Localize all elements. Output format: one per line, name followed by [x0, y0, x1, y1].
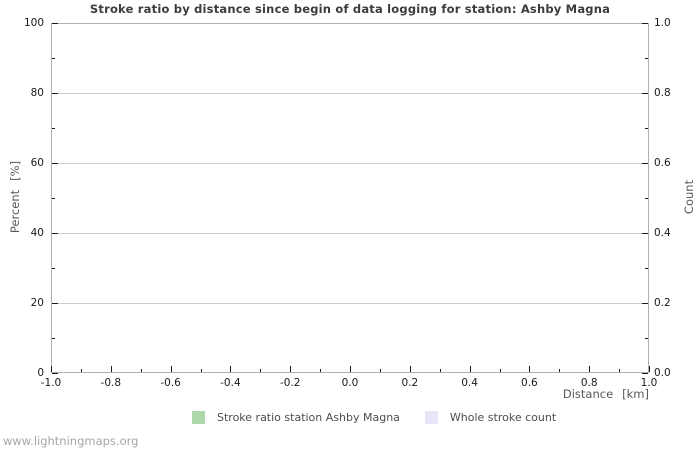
x-major-tick	[290, 366, 292, 372]
x-minor-tick	[619, 369, 621, 372]
x-tick-label: -1.0	[40, 377, 62, 389]
x-tick-label: -0.8	[100, 377, 122, 389]
right-axis-title-text: Count	[682, 179, 696, 215]
legend-label-whole-stroke-count: Whole stroke count	[449, 411, 557, 424]
watermark-link[interactable]: www.lightningmaps.org	[3, 434, 139, 448]
x-tick-label: 0.6	[521, 377, 538, 389]
x-minor-tick	[439, 369, 441, 372]
x-major-tick	[529, 366, 531, 372]
right-minor-tick	[645, 198, 648, 199]
left-tick-label: 0	[37, 367, 44, 379]
x-tick-label: 0.8	[580, 377, 598, 389]
right-major-tick	[642, 373, 648, 374]
left-minor-tick	[52, 58, 55, 59]
left-minor-tick	[52, 128, 55, 129]
left-major-tick	[52, 93, 58, 94]
left-tick-label: 80	[30, 87, 44, 99]
legend-item-whole-stroke-count: Whole stroke count	[424, 411, 557, 424]
legend-swatch-stroke-ratio	[192, 411, 205, 424]
x-minor-tick	[200, 369, 202, 372]
legend-swatch-whole-stroke-count	[424, 411, 438, 424]
x-tick-label: -0.4	[220, 377, 241, 389]
right-major-tick	[642, 233, 648, 234]
x-minor-tick	[559, 369, 561, 372]
x-minor-tick	[379, 369, 381, 372]
right-tick-label: 1.0	[654, 17, 671, 29]
right-minor-tick	[645, 58, 648, 59]
chart-title: Stroke ratio by distance since begin of …	[89, 2, 611, 16]
right-tick-label: 0.6	[654, 157, 671, 169]
left-major-tick	[52, 23, 58, 24]
x-major-tick	[409, 366, 411, 372]
x-minor-tick	[140, 369, 142, 372]
right-tick-label: 0.0	[654, 367, 671, 379]
x-minor-tick	[260, 369, 262, 372]
x-axis-title-unit: [km]	[622, 387, 649, 401]
right-axis-title: Count	[682, 117, 696, 277]
left-minor-tick	[52, 338, 55, 339]
right-major-tick	[642, 93, 648, 94]
x-tick-label: -0.2	[279, 377, 301, 389]
right-minor-tick	[645, 338, 648, 339]
x-tick-label: 0.2	[401, 377, 419, 389]
x-minor-tick	[320, 369, 322, 372]
legend-item-stroke-ratio: Stroke ratio station Ashby Magna	[192, 411, 400, 424]
left-major-tick	[52, 233, 58, 234]
x-major-tick	[649, 366, 650, 372]
x-tick-label: 0.0	[341, 377, 359, 389]
x-major-tick	[230, 366, 232, 372]
gridline-80	[52, 93, 648, 94]
x-tick-label: -0.6	[160, 377, 181, 389]
x-major-tick	[170, 366, 172, 372]
x-minor-tick	[80, 369, 82, 372]
chart-legend: Stroke ratio station Ashby Magna Whole s…	[192, 411, 556, 424]
x-major-tick	[350, 366, 351, 372]
left-tick-label: 100	[23, 17, 44, 29]
right-minor-tick	[645, 268, 648, 269]
right-minor-tick	[645, 128, 648, 129]
right-major-tick	[642, 23, 648, 24]
x-tick-label: 0.4	[461, 377, 478, 389]
x-major-tick	[51, 366, 52, 372]
gridline-20	[52, 303, 648, 304]
gridline-40	[52, 233, 648, 234]
left-tick-label: 40	[30, 227, 44, 239]
left-minor-tick	[52, 268, 55, 269]
legend-label-stroke-ratio: Stroke ratio station Ashby Magna	[217, 411, 400, 424]
x-major-tick	[110, 366, 112, 372]
left-major-tick	[52, 163, 58, 164]
right-major-tick	[642, 163, 648, 164]
right-major-tick	[642, 303, 648, 304]
x-tick-label: 1.0	[640, 377, 658, 389]
right-tick-label: 0.4	[654, 227, 671, 239]
right-tick-label: 0.2	[654, 297, 671, 309]
plot-area	[51, 23, 649, 373]
x-axis-title: Distance [km]	[563, 387, 649, 401]
x-major-tick	[469, 366, 471, 372]
left-major-tick	[52, 373, 58, 374]
left-major-tick	[52, 303, 58, 304]
left-minor-tick	[52, 198, 55, 199]
right-tick-label: 0.8	[654, 87, 671, 99]
x-minor-tick	[499, 369, 501, 372]
x-axis-title-text: Distance	[562, 387, 614, 401]
gridline-60	[52, 163, 648, 164]
left-axis-title: Percent [%]	[8, 117, 22, 277]
left-tick-label: 60	[30, 157, 44, 169]
x-major-tick	[589, 366, 591, 372]
left-tick-label: 20	[30, 297, 44, 309]
